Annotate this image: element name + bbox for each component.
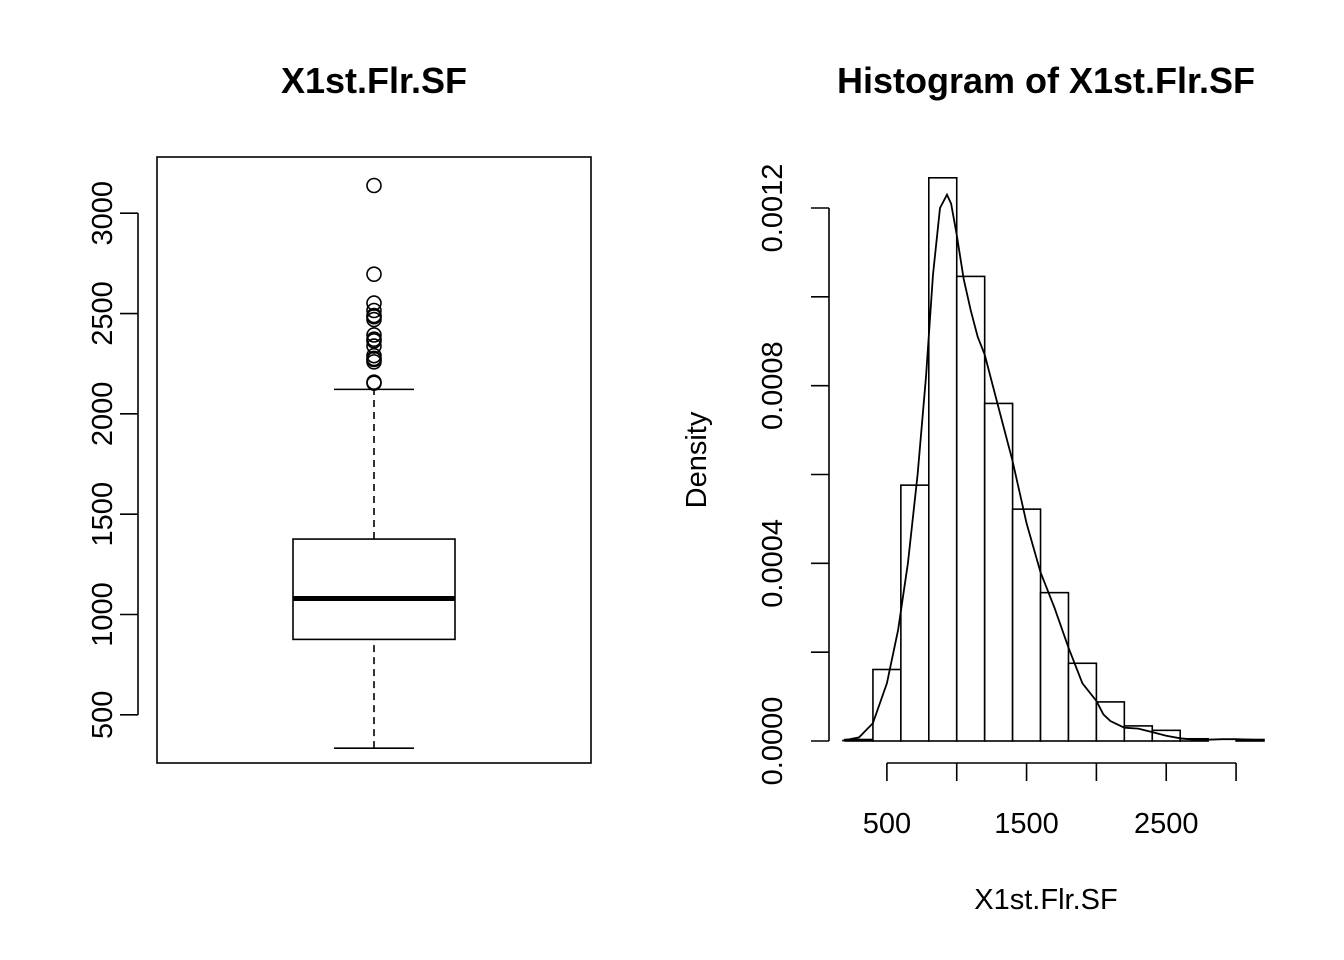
boxplot-outliers — [366, 177, 382, 391]
outlier-point-12 — [366, 307, 382, 324]
histogram-bar-8 — [1067, 662, 1098, 742]
boxplot-y-tick-label-1500: 1500 — [87, 482, 119, 547]
boxplot-plot-frame — [156, 156, 592, 764]
boxplot-y-ticks: 500 1000 1500 2000 2500 3000 — [87, 181, 138, 739]
histogram-bar-4 — [955, 275, 986, 742]
outlier-point-16 — [366, 177, 382, 194]
boxplot-y-tick-label-3000: 3000 — [87, 181, 119, 246]
boxplot-y-tick-label-500: 500 — [87, 691, 119, 739]
histogram-y-tick-label-1: 0.0004 — [757, 519, 789, 608]
histogram-x-axis-label: X1st.Flr.SF — [974, 884, 1117, 916]
boxplot-y-tick-label-2000: 2000 — [87, 382, 119, 447]
outlier-point-15 — [366, 266, 382, 282]
boxplot-y-tick-label-1000: 1000 — [87, 582, 119, 647]
histogram-y-tick-label-3: 0.0012 — [757, 164, 789, 253]
histogram-x-ticks: 500 1500 2500 — [863, 763, 1237, 840]
histogram-bar-5 — [983, 402, 1014, 742]
histogram-title: Histogram of X1st.Flr.SF — [837, 60, 1255, 101]
histogram-bar-2 — [900, 484, 930, 742]
boxplot-panel: X1st.Flr.SF 500 1000 1500 2000 2500 3000 — [87, 60, 592, 764]
histogram-y-tick-label-2: 0.0008 — [757, 341, 789, 430]
interquartile-box — [292, 538, 456, 641]
boxplot-marks — [292, 388, 456, 749]
outlier-point-9 — [366, 327, 382, 343]
histogram-y-ticks: 0.0000 0.0004 0.0008 0.0012 — [757, 164, 829, 786]
histogram-x-tick-label-1: 1500 — [994, 808, 1059, 840]
outlier-point-14 — [366, 295, 382, 311]
outlier-point-1 — [366, 374, 382, 390]
histogram-bar-3 — [927, 176, 958, 742]
outlier-point-6 — [366, 338, 382, 354]
outlier-point-8 — [366, 331, 382, 348]
histogram-x-tick-label-0: 500 — [863, 808, 911, 840]
outlier-point-13 — [366, 302, 382, 319]
histogram-bars — [844, 176, 1265, 742]
density-curve-line — [842, 192, 1265, 742]
histogram-x-tick-label-2: 2500 — [1134, 808, 1199, 840]
histogram-y-tick-label-0: 0.0000 — [757, 697, 789, 786]
boxplot-y-tick-label-2500: 2500 — [87, 281, 119, 346]
boxplot-title: X1st.Flr.SF — [281, 60, 467, 101]
histogram-y-axis-label: Density — [681, 411, 713, 508]
outlier-point-5 — [366, 347, 382, 364]
histogram-bar-7 — [1039, 591, 1070, 742]
histogram-panel: Histogram of X1st.Flr.SF X1st.Flr.SF Den… — [681, 60, 1265, 916]
histogram-bar-6 — [1011, 508, 1042, 742]
